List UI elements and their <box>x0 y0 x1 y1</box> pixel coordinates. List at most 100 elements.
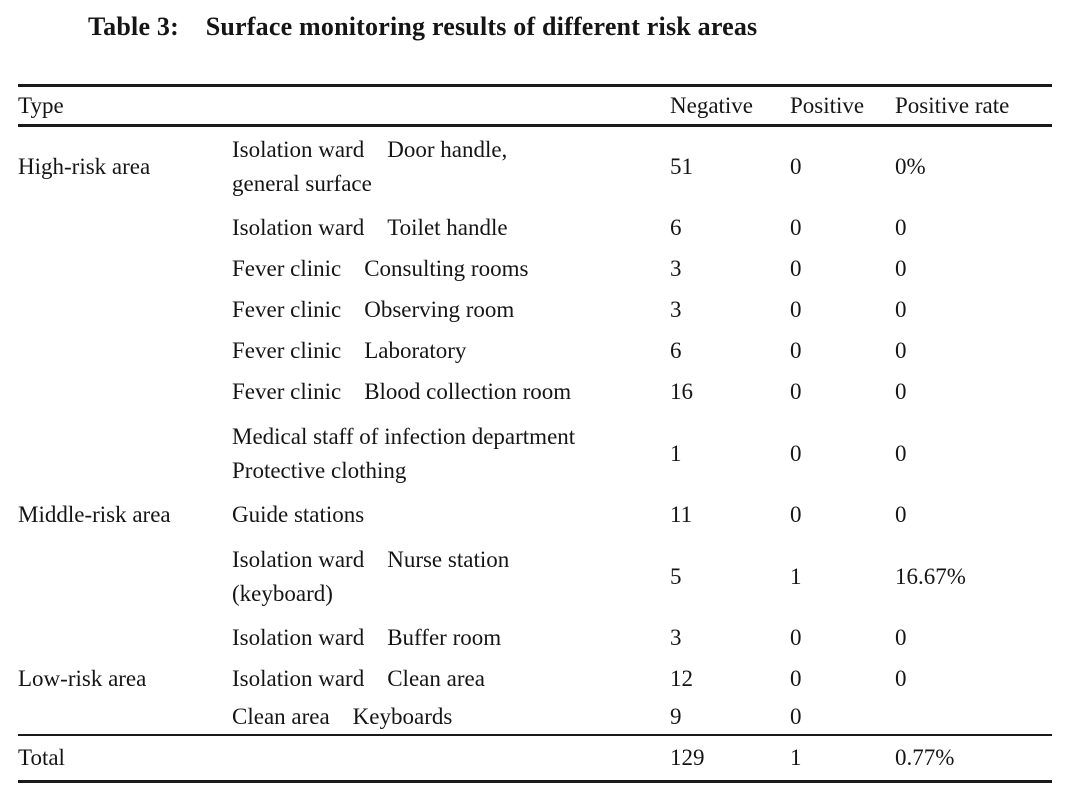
negative-count: 6 <box>670 215 682 240</box>
positive-count: 0 <box>790 703 802 729</box>
table-row: Fever clinic Observing room 3 0 0 <box>18 290 1052 331</box>
sample-site-cell: Medical staff of infection department Pr… <box>232 413 670 495</box>
col-header-type: Type <box>18 85 670 127</box>
sample-site-line2: (keyboard) <box>232 580 333 606</box>
risk-area-label: High-risk area <box>18 154 151 180</box>
negative-count: 51 <box>670 154 693 180</box>
risk-area-label <box>18 413 232 495</box>
negative-count: 9 <box>670 703 682 729</box>
total-positive-count: 1 <box>790 733 895 783</box>
negative-count: 11 <box>670 502 693 527</box>
risk-area-label <box>18 331 232 372</box>
risk-area-label <box>18 249 232 290</box>
table-row: Low-risk area Isolation ward Clean area … <box>18 659 1052 700</box>
positive-rate: 0 <box>895 256 907 281</box>
positive-count: 0 <box>790 215 802 240</box>
col-header-negative: Negative <box>670 85 790 127</box>
sample-site-line1: Medical staff of infection department <box>232 423 576 449</box>
col-header-positive: Positive <box>790 85 895 127</box>
sample-site-line1: Fever clinic Observing room <box>232 297 515 322</box>
sample-site-line1: Fever clinic Laboratory <box>232 338 467 363</box>
positive-rate: 0 <box>895 297 907 322</box>
positive-rate: 0% <box>895 154 926 180</box>
sample-site-line1: Isolation ward Buffer room <box>232 625 502 650</box>
risk-area-label <box>18 372 232 413</box>
positive-rate <box>895 700 1052 735</box>
positive-count: 1 <box>790 563 802 589</box>
sample-site-cell: Fever clinic Consulting rooms <box>232 249 670 290</box>
negative-count: 6 <box>670 338 682 363</box>
positive-count: 0 <box>790 256 802 281</box>
risk-area-label: Middle-risk area <box>18 502 171 527</box>
negative-count: 12 <box>670 666 693 691</box>
sample-site-line1: Guide stations <box>232 502 365 527</box>
sample-site-cell: Fever clinic Observing room <box>232 290 670 331</box>
positive-rate: 0 <box>895 666 907 691</box>
header-row: Type Negative Positive Positive rate <box>18 85 1052 127</box>
positive-rate: 0 <box>895 625 907 650</box>
sample-site-cell: Isolation ward Clean area <box>232 659 670 700</box>
negative-count: 3 <box>670 297 682 322</box>
table-row: Isolation ward Nurse station (keyboard) … <box>18 536 1052 618</box>
table-row: Clean area Keyboards 9 0 <box>18 700 1052 735</box>
sample-site-line1: Isolation ward Nurse station <box>232 546 510 572</box>
risk-area-label <box>18 618 232 659</box>
positive-count: 0 <box>790 666 802 691</box>
sample-site-line1: Isolation ward Clean area <box>232 666 485 691</box>
positive-rate: 0 <box>895 379 907 404</box>
positive-count: 0 <box>790 154 802 180</box>
risk-area-label: Low-risk area <box>18 666 147 691</box>
risk-area-label <box>18 290 232 331</box>
sample-site-cell: Isolation ward Nurse station (keyboard) <box>232 536 670 618</box>
col-header-positive-rate: Positive rate <box>895 85 1052 127</box>
positive-count: 0 <box>790 625 802 650</box>
table-row: Fever clinic Blood collection room 16 0 … <box>18 372 1052 413</box>
total-row: Total 129 1 0.77% <box>18 733 1052 783</box>
sample-site-line1: Isolation ward Toilet handle <box>232 215 508 240</box>
negative-count: 3 <box>670 625 682 650</box>
negative-count: 16 <box>670 379 693 404</box>
positive-count: 0 <box>790 379 802 404</box>
total-label: Total <box>18 733 670 783</box>
sample-site-cell: Clean area Keyboards <box>232 700 670 735</box>
positive-rate: 0 <box>895 502 907 527</box>
positive-rate: 0 <box>895 440 907 466</box>
table-row: Fever clinic Laboratory 6 0 0 <box>18 331 1052 372</box>
table-row: Isolation ward Buffer room 3 0 0 <box>18 618 1052 659</box>
table-row: Fever clinic Consulting rooms 3 0 0 <box>18 249 1052 290</box>
sample-site-cell: Isolation ward Toilet handle <box>232 208 670 249</box>
sample-site-line2: Protective clothing <box>232 457 407 483</box>
table-row: Isolation ward Toilet handle 6 0 0 <box>18 208 1052 249</box>
total-negative-count: 129 <box>670 733 790 783</box>
negative-count: 5 <box>670 563 682 589</box>
risk-area-label <box>18 536 232 618</box>
positive-count: 0 <box>790 297 802 322</box>
positive-rate: 0 <box>895 338 907 363</box>
sample-site-line1: Clean area Keyboards <box>232 703 453 729</box>
sample-site-cell: Guide stations <box>232 495 670 536</box>
positive-rate: 0 <box>895 215 907 240</box>
positive-count: 0 <box>790 440 802 466</box>
sample-site-cell: Fever clinic Blood collection room <box>232 372 670 413</box>
sample-site-cell: Isolation ward Buffer room <box>232 618 670 659</box>
total-positive-rate: 0.77% <box>895 733 1052 783</box>
negative-count: 3 <box>670 256 682 281</box>
results-table: Type Negative Positive Positive rate Hig… <box>18 84 1052 783</box>
positive-count: 0 <box>790 338 802 363</box>
positive-count: 0 <box>790 502 802 527</box>
risk-area-label <box>18 700 232 735</box>
table-row: Middle-risk area Guide stations 11 0 0 <box>18 495 1052 536</box>
table-row: Medical staff of infection department Pr… <box>18 413 1052 495</box>
sample-site-line1: Fever clinic Consulting rooms <box>232 256 529 281</box>
sample-site-line2: general surface <box>232 171 372 197</box>
table-caption: Table 3: Surface monitoring results of d… <box>88 12 758 41</box>
sample-site-line1: Fever clinic Blood collection room <box>232 379 572 404</box>
sample-site-line1: Isolation ward Door handle, <box>232 137 508 163</box>
positive-rate: 16.67% <box>895 563 966 589</box>
risk-area-label <box>18 208 232 249</box>
negative-count: 1 <box>670 440 682 466</box>
surface-monitoring-table: Type Negative Positive Positive rate Hig… <box>18 84 1052 783</box>
sample-site-cell: Isolation ward Door handle, general surf… <box>232 126 670 208</box>
sample-site-cell: Fever clinic Laboratory <box>232 331 670 372</box>
table-row: High-risk area Isolation ward Door handl… <box>18 126 1052 208</box>
